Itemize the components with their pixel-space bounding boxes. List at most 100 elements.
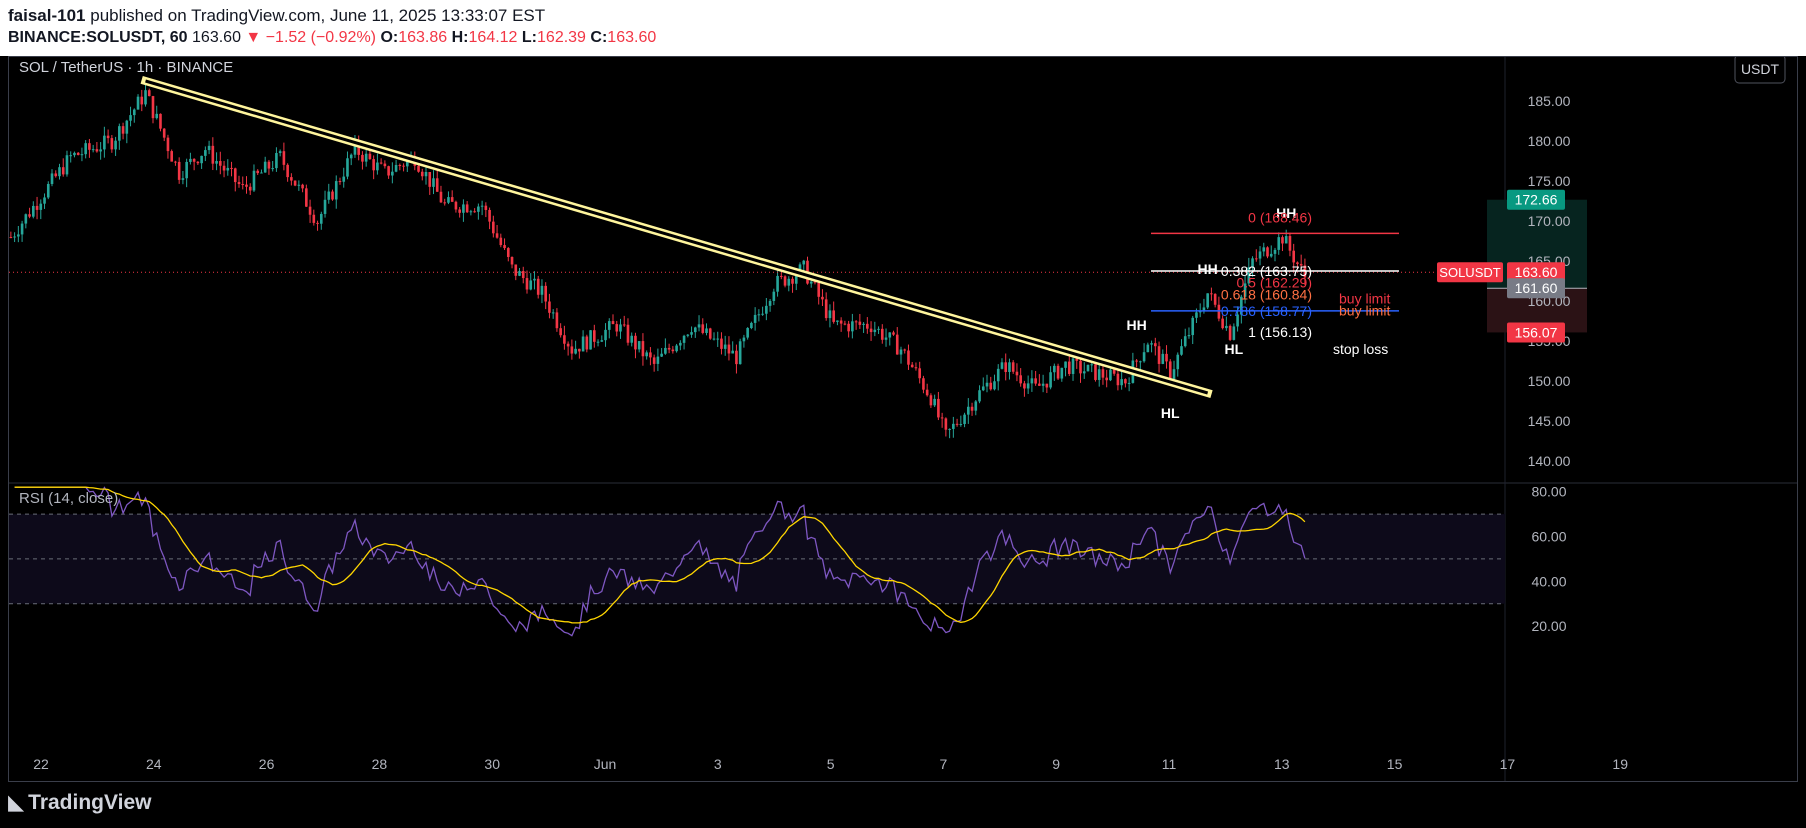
candle-body	[99, 149, 102, 152]
candle-body	[1236, 314, 1239, 327]
candle-body	[24, 214, 28, 224]
symbol-ticker[interactable]: BINANCE:SOLUSDT, 60	[8, 29, 188, 46]
candle-body	[1026, 383, 1030, 389]
candle-body	[118, 126, 121, 141]
candle-body	[43, 197, 46, 204]
chart-grid	[9, 57, 1797, 781]
candle-body	[1008, 362, 1011, 372]
candle-body	[708, 328, 712, 339]
candle-body	[263, 161, 267, 173]
candle-body	[682, 335, 686, 343]
candle-body	[106, 135, 110, 139]
candle-body	[1011, 362, 1015, 372]
candle-body	[50, 173, 54, 184]
candle-body	[1262, 247, 1266, 252]
currency-button[interactable]: USDT	[1734, 54, 1786, 84]
candle-body	[656, 356, 660, 364]
candle-body	[144, 90, 147, 105]
rsi-tick-label: 80.00	[1531, 484, 1566, 500]
candle-body	[518, 271, 521, 276]
rsi-tick-label: 40.00	[1531, 573, 1566, 589]
time-tick-label: 9	[1052, 756, 1060, 772]
candle-body	[1124, 379, 1127, 384]
candle-body	[892, 332, 895, 335]
candle-body	[637, 341, 641, 350]
candle-body	[619, 324, 622, 332]
candle-body	[207, 145, 211, 151]
candle-body	[716, 338, 720, 340]
rsi-tick-label: 20.00	[1531, 618, 1566, 634]
candle-body	[1299, 263, 1303, 266]
candle-body	[1056, 365, 1060, 379]
tradingview-logo[interactable]: ◣ TradingView	[8, 790, 151, 815]
candle-body	[484, 205, 488, 210]
candle-body	[858, 321, 862, 325]
candle-body	[712, 338, 716, 340]
candle-body	[477, 206, 480, 212]
chart-area[interactable]: HH HL HH HL HH 0 (168.46) 0.382 (163.75) 0.5 (1…	[8, 54, 1798, 782]
candle-body	[420, 171, 424, 177]
candle-body	[1067, 361, 1071, 374]
candle-body	[1004, 362, 1008, 372]
candle-body	[697, 324, 701, 328]
candle-body	[121, 126, 125, 134]
candle-body	[368, 153, 372, 160]
candle-body	[1198, 311, 1202, 313]
candle-body	[959, 424, 963, 426]
candle-body	[140, 96, 144, 105]
price-tick-label: 180.00	[1528, 133, 1571, 149]
candle-body	[196, 161, 200, 164]
candle-body	[1135, 360, 1138, 362]
candle-body	[17, 234, 20, 237]
candle-body	[462, 204, 465, 213]
candle-body	[559, 328, 562, 336]
candle-body	[1191, 317, 1195, 336]
candle-body	[895, 334, 899, 355]
candle-body	[334, 181, 338, 200]
candle-body	[720, 338, 723, 349]
candle-body	[1034, 378, 1037, 384]
candle-body	[1041, 383, 1045, 386]
candle-body	[593, 330, 596, 342]
candle-body	[1232, 326, 1236, 340]
candle-body	[402, 165, 405, 167]
candle-body	[1127, 382, 1131, 384]
currency-label[interactable]: USDT	[1741, 61, 1780, 77]
candle-body	[533, 278, 536, 281]
candle-body	[514, 264, 518, 276]
candle-body	[192, 158, 196, 162]
candle-body	[910, 364, 914, 368]
candle-body	[125, 120, 129, 134]
candle-body	[1281, 237, 1284, 244]
candle-body	[563, 335, 566, 344]
candle-body	[1053, 365, 1056, 373]
candle-body	[391, 171, 394, 176]
candle-body	[297, 184, 301, 186]
swing-label: HL	[1225, 341, 1244, 357]
candle-body	[271, 168, 274, 170]
candle-body	[1284, 236, 1288, 244]
price-badge-text: 163.60	[1515, 264, 1558, 280]
candle-body	[1161, 353, 1165, 364]
candle-body	[129, 115, 132, 121]
candle-body	[1228, 325, 1232, 340]
candle-body	[1030, 378, 1034, 384]
candle-body	[331, 191, 334, 200]
candle-body	[686, 334, 690, 336]
rsi-pane: 20.00 40.00 60.00 80.00	[9, 484, 1567, 637]
candle-body	[1258, 251, 1262, 259]
candle-body	[503, 245, 506, 249]
swing-label: HH	[1276, 205, 1296, 221]
candle-body	[226, 167, 230, 171]
candle-body	[58, 167, 61, 177]
candle-body	[813, 281, 817, 283]
candle-body	[544, 285, 547, 302]
axes: 140.00145.00150.00155.00160.00165.00170.…	[33, 93, 1628, 772]
candle-body	[970, 406, 974, 411]
candle-body	[824, 299, 828, 319]
candle-body	[230, 167, 233, 169]
candle-body	[480, 205, 484, 207]
buy-limit-note: buy limit	[1339, 290, 1390, 306]
author-name[interactable]: faisal-101	[8, 6, 86, 25]
